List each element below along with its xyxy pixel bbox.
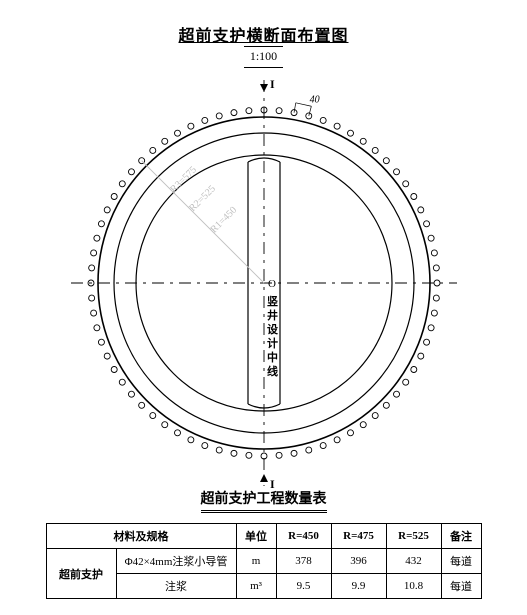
table-row: 超前支护 Φ42×4mm注浆小导管 m 378 396 432 每道 (46, 549, 481, 574)
row-group-label: 超前支护 (46, 549, 116, 599)
svg-text:40: 40 (309, 95, 319, 106)
cell-v450-1: 9.5 (276, 574, 331, 599)
cell-spec-1: 注浆 (116, 574, 236, 599)
drawing-scale-wrap: 1:100 (0, 46, 527, 68)
cell-spec-0: Φ42×4mm注浆小导管 (116, 549, 236, 574)
col-unit: 单位 (236, 524, 276, 549)
col-remark: 备注 (441, 524, 481, 549)
drawing-scale: 1:100 (250, 49, 277, 63)
svg-text:R3=575: R3=575 (168, 164, 199, 195)
cell-v475-0: 396 (331, 549, 386, 574)
cell-remark-1: 每道 (441, 574, 481, 599)
svg-text:井: 井 (267, 308, 278, 322)
quantity-table: 材料及规格 单位 R=450 R=475 R=525 备注 超前支护 Φ42×4… (46, 523, 482, 599)
table-header-row: 材料及规格 单位 R=450 R=475 R=525 备注 (46, 524, 481, 549)
diagram-wrap: O I I 40 R1=450R2=525R3=575 竖井设计中线 (0, 68, 527, 488)
title-block: 超前支护横断面布置图 1:100 (0, 0, 527, 68)
svg-text:R1=450: R1=450 (208, 205, 239, 236)
svg-text:计: 计 (267, 336, 278, 350)
svg-text:I: I (270, 77, 275, 91)
svg-text:中: 中 (267, 350, 278, 364)
col-spec: 材料及规格 (46, 524, 236, 549)
cell-unit-0: m (236, 549, 276, 574)
svg-text:I: I (270, 477, 275, 488)
table-wrap: 材料及规格 单位 R=450 R=475 R=525 备注 超前支护 Φ42×4… (0, 523, 527, 599)
col-r475: R=475 (331, 524, 386, 549)
col-r450: R=450 (276, 524, 331, 549)
col-r525: R=525 (386, 524, 441, 549)
svg-text:线: 线 (267, 364, 278, 378)
cell-v475-1: 9.9 (331, 574, 386, 599)
cell-v450-0: 378 (276, 549, 331, 574)
cell-remark-0: 每道 (441, 549, 481, 574)
page-root: 超前支护横断面布置图 1:100 O I I 40 R1=450R2=525R3=575… (0, 0, 527, 615)
svg-text:设: 设 (267, 322, 279, 336)
drawing-title: 超前支护横断面布置图 (0, 22, 527, 46)
cell-unit-1: m³ (236, 574, 276, 599)
cross-section-diagram: O I I 40 R1=450R2=525R3=575 竖井设计中线 (49, 68, 479, 488)
cell-v525-0: 432 (386, 549, 441, 574)
svg-text:O: O (268, 278, 276, 290)
svg-text:R2=525: R2=525 (187, 183, 218, 214)
table-title: 超前支护工程数量表 (201, 488, 327, 513)
svg-text:竖: 竖 (267, 294, 278, 308)
cell-v525-1: 10.8 (386, 574, 441, 599)
table-title-block: 超前支护工程数量表 (0, 488, 527, 513)
